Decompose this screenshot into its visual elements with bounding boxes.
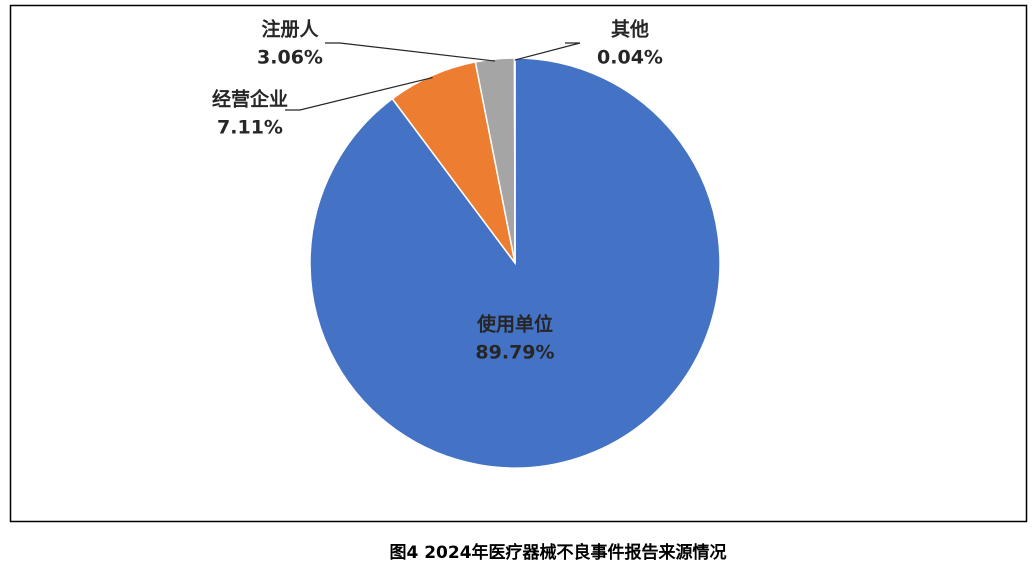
slice-value-label: 3.06% [257, 47, 323, 69]
slice-value-label: 7.11% [217, 117, 283, 139]
slice-category-label: 注册人 [261, 18, 319, 41]
leader-line [514, 42, 581, 61]
leader-line [325, 42, 496, 62]
slice-category-label: 其他 [611, 18, 649, 41]
slice-category-label: 经营企业 [212, 88, 288, 111]
pie-slice [513, 57, 516, 264]
chart-title: 图4 2024年医疗器械不良事件报告来源情况 [389, 542, 726, 563]
leader-line [285, 76, 433, 111]
slice-value-label: 89.79% [475, 342, 554, 364]
slice-value-label: 0.04% [597, 47, 663, 69]
slice-category-label: 使用单位 [476, 313, 553, 336]
